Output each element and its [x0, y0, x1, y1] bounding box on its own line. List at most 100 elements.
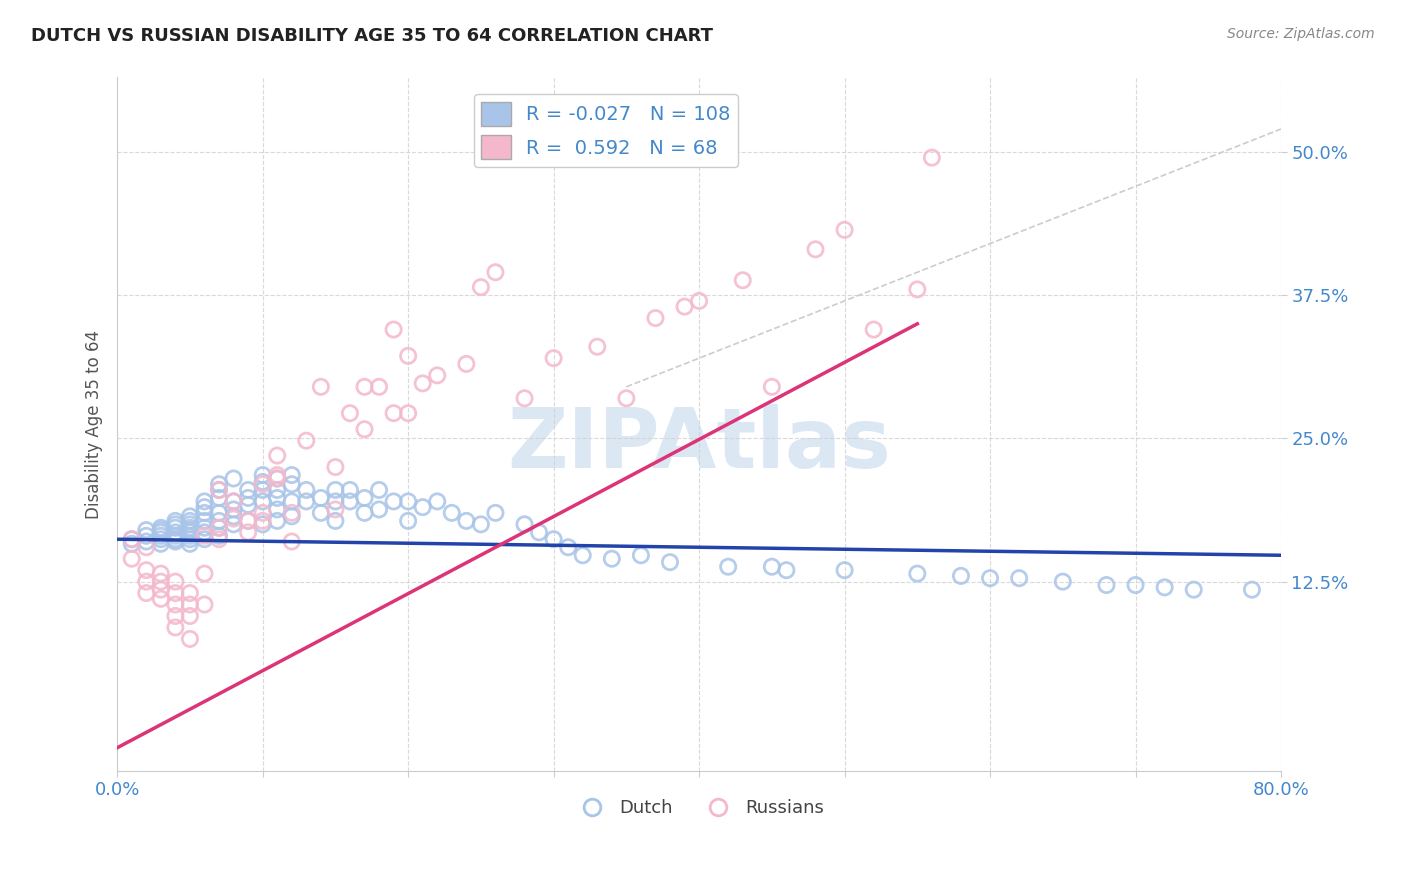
Point — [266, 502, 288, 516]
Point — [281, 534, 304, 549]
Point — [149, 566, 172, 581]
Point — [193, 598, 215, 612]
Point — [281, 477, 304, 491]
Point — [309, 491, 332, 505]
Point — [135, 529, 157, 543]
Point — [325, 502, 347, 516]
Point — [862, 322, 884, 336]
Point — [396, 514, 419, 528]
Point — [236, 483, 259, 497]
Point — [266, 514, 288, 528]
Point — [208, 483, 231, 497]
Point — [834, 223, 856, 237]
Point — [121, 551, 143, 566]
Point — [179, 509, 201, 524]
Point — [222, 511, 245, 525]
Point — [236, 514, 259, 528]
Point — [1153, 580, 1175, 594]
Point — [179, 586, 201, 600]
Point — [281, 494, 304, 508]
Point — [193, 500, 215, 515]
Point — [165, 586, 187, 600]
Point — [252, 494, 274, 508]
Point — [208, 483, 231, 497]
Point — [382, 494, 405, 508]
Point — [1095, 578, 1118, 592]
Point — [208, 491, 231, 505]
Point — [644, 311, 666, 326]
Point — [905, 282, 928, 296]
Point — [281, 506, 304, 520]
Point — [440, 506, 463, 520]
Point — [353, 422, 375, 436]
Point — [252, 468, 274, 483]
Point — [543, 351, 565, 366]
Point — [149, 529, 172, 543]
Point — [135, 523, 157, 537]
Point — [426, 494, 449, 508]
Point — [165, 533, 187, 547]
Point — [193, 506, 215, 520]
Point — [149, 533, 172, 547]
Point — [339, 494, 361, 508]
Point — [149, 582, 172, 597]
Point — [135, 586, 157, 600]
Point — [309, 380, 332, 394]
Y-axis label: Disability Age 35 to 64: Disability Age 35 to 64 — [86, 329, 103, 518]
Point — [149, 574, 172, 589]
Point — [252, 517, 274, 532]
Point — [412, 500, 434, 515]
Point — [266, 483, 288, 497]
Point — [484, 506, 506, 520]
Point — [456, 357, 478, 371]
Point — [396, 406, 419, 420]
Point — [179, 525, 201, 540]
Point — [266, 491, 288, 505]
Point — [222, 494, 245, 508]
Point — [368, 502, 391, 516]
Text: DUTCH VS RUSSIAN DISABILITY AGE 35 TO 64 CORRELATION CHART: DUTCH VS RUSSIAN DISABILITY AGE 35 TO 64… — [31, 27, 713, 45]
Point — [193, 514, 215, 528]
Point — [165, 525, 187, 540]
Point — [252, 477, 274, 491]
Point — [121, 533, 143, 547]
Point — [382, 406, 405, 420]
Point — [688, 293, 710, 308]
Point — [179, 517, 201, 532]
Point — [149, 525, 172, 540]
Point — [979, 571, 1001, 585]
Point — [149, 521, 172, 535]
Point — [121, 537, 143, 551]
Point — [339, 483, 361, 497]
Point — [396, 349, 419, 363]
Point — [165, 534, 187, 549]
Text: Source: ZipAtlas.com: Source: ZipAtlas.com — [1227, 27, 1375, 41]
Point — [1125, 578, 1147, 592]
Point — [193, 521, 215, 535]
Point — [222, 471, 245, 485]
Point — [905, 566, 928, 581]
Point — [135, 574, 157, 589]
Point — [325, 483, 347, 497]
Point — [179, 533, 201, 547]
Point — [513, 517, 536, 532]
Point — [353, 380, 375, 394]
Point — [630, 548, 652, 562]
Point — [179, 523, 201, 537]
Point — [834, 563, 856, 577]
Point — [135, 534, 157, 549]
Point — [252, 514, 274, 528]
Point — [179, 537, 201, 551]
Point — [193, 533, 215, 547]
Point — [165, 529, 187, 543]
Point — [353, 491, 375, 505]
Point — [222, 494, 245, 508]
Point — [586, 340, 609, 354]
Point — [571, 548, 593, 562]
Point — [513, 392, 536, 406]
Point — [717, 559, 740, 574]
Point — [1052, 574, 1074, 589]
Point — [179, 521, 201, 535]
Point — [208, 521, 231, 535]
Point — [309, 506, 332, 520]
